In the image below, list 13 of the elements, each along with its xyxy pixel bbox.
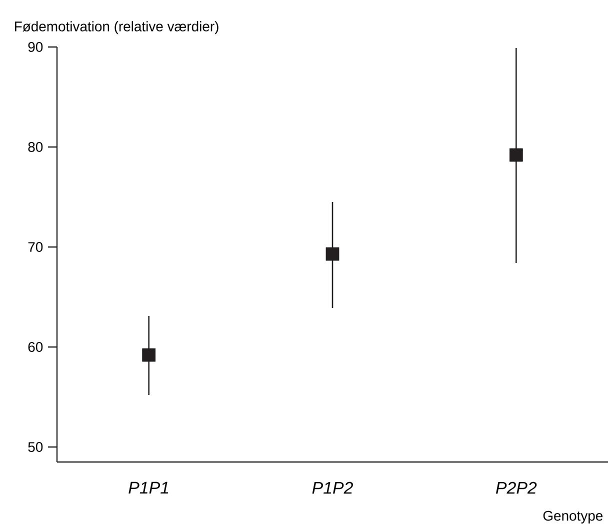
- y-tick-label: 80: [28, 142, 43, 152]
- x-tick-label: P1P1: [128, 482, 168, 494]
- x-tick-label: P2P2: [496, 482, 537, 494]
- y-tick-label: 70: [28, 242, 43, 252]
- y-tick-label: 50: [28, 442, 43, 452]
- y-tick-label: 60: [28, 342, 43, 352]
- x-axis-title: Genotype: [543, 510, 603, 524]
- y-tick-label: 90: [28, 42, 43, 52]
- point: [509, 148, 523, 162]
- point: [142, 348, 156, 362]
- point: [326, 247, 340, 261]
- y-axis-title: Fødemotivation (relative værdier): [14, 21, 218, 34]
- x-tick-label: P1P2: [312, 482, 353, 494]
